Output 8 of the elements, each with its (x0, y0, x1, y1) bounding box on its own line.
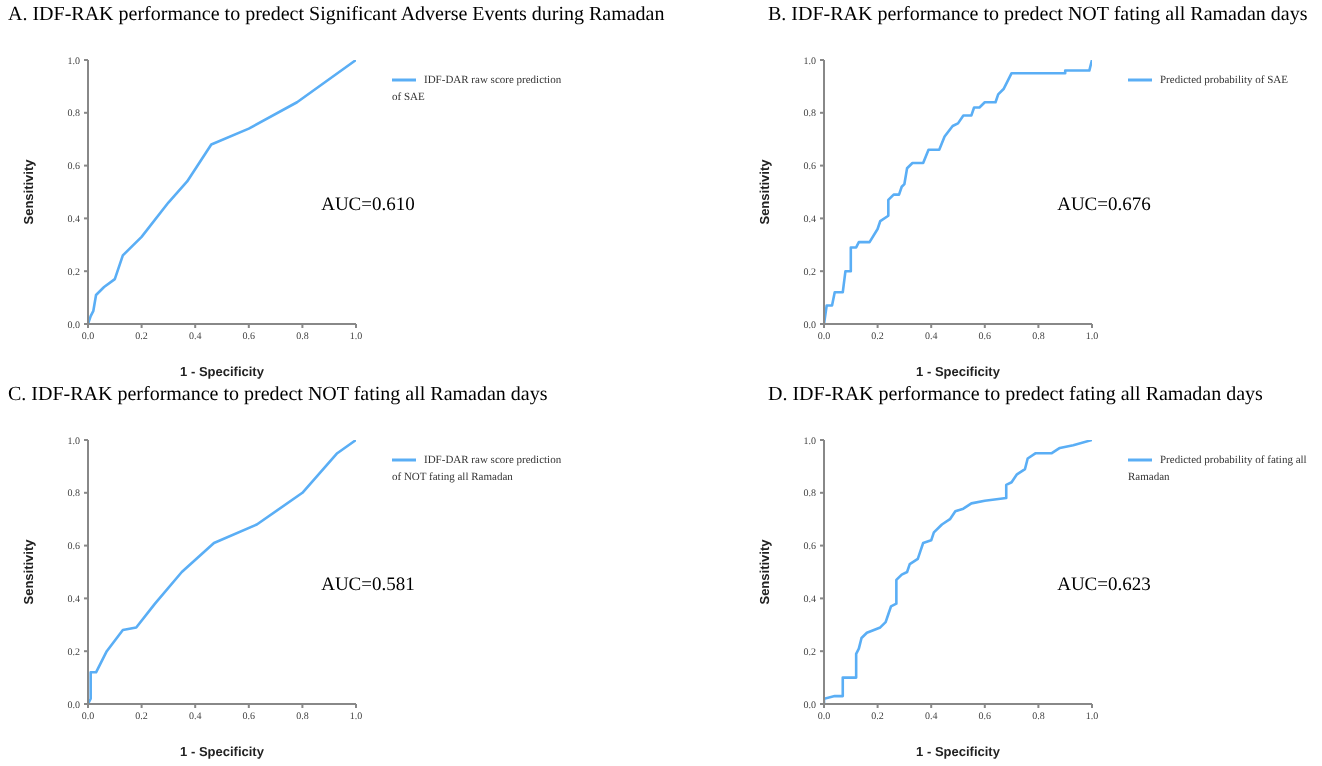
chart-title: C. IDF-RAK performance to predect NOT fating all Ramadan days (6, 382, 550, 410)
annotation: AUC=0.610 (321, 196, 415, 216)
chart-title: B. IDF-RAK performance to predect NOT fating all Ramadan days (768, 4, 1308, 26)
annotation: AUC=0.676 (1057, 196, 1151, 216)
annotation: AUC=0.623 (1057, 576, 1151, 596)
chart-title: A. IDF-RAK performance to predect Significant Adverse Events during Ramadan (6, 2, 665, 30)
annotation: AUC=0.581 (321, 576, 415, 596)
chart-title: D. IDF-RAK performance to predect fating all Ramadan days (766, 382, 1265, 410)
